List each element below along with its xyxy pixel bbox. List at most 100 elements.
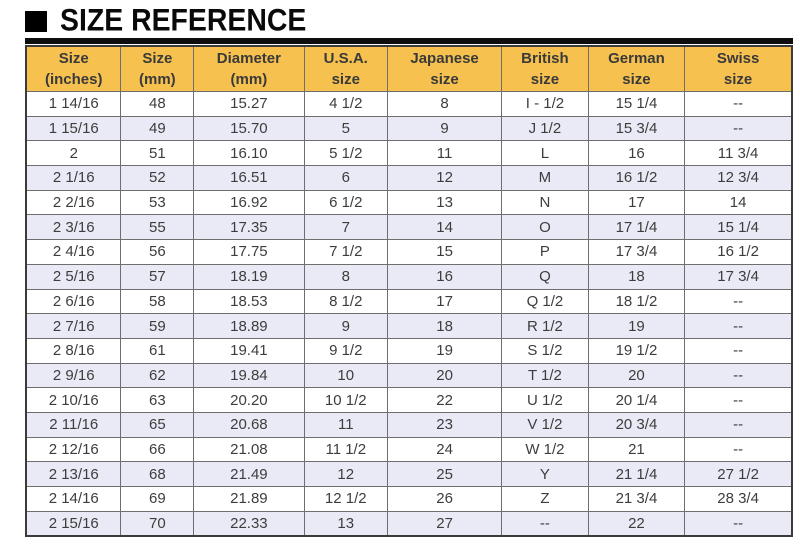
table-cell: 2 10/16 [25,387,122,413]
table-cell: 18 1/2 [587,288,686,315]
table-cell: 9 [303,313,389,339]
table-cell: 12 3/4 [684,165,793,191]
table-cell: 15.70 [193,115,305,142]
table-row: 2 14/16 69 21.89 12 1/2 26 Z 21 3/4 28 3/4 [25,486,793,512]
table-cell: 19.84 [193,362,305,389]
table-cell: -- [684,337,793,364]
table-cell: 17 1/4 [587,214,686,241]
table-row: 2 12/16 66 21.08 11 1/2 24 W 1/2 21 -- [25,436,793,463]
table-cell: 11 1/2 [303,436,389,463]
table-cell: Z [501,486,589,512]
table-cell: -- [684,115,793,142]
table-cell: 6 1/2 [303,189,389,216]
table-cell: Q [501,263,589,290]
table-row: 2 3/16 55 17.35 7 14 O 17 1/4 15 1/4 [25,214,793,241]
table-header-row: Size (inches) Size (mm) Diameter (mm) U.… [25,45,793,92]
table-row: 2 13/16 68 21.49 12 25 Y 21 1/4 27 1/2 [25,461,793,487]
table-cell: 15 3/4 [587,115,686,142]
table-cell: -- [684,510,793,537]
table-row: 1 15/16 49 15.70 5 9 J 1/2 15 3/4 -- [25,115,793,142]
table-cell: 28 3/4 [684,486,793,512]
table-cell: 16.92 [193,189,305,216]
table-cell: 61 [120,337,195,364]
table-cell: 53 [120,189,195,216]
table-cell: 12 [387,165,503,191]
table-cell: R 1/2 [501,313,589,339]
table-cell: 20 1/4 [587,387,686,413]
table-cell: 17.75 [193,239,305,265]
table-cell: 15 [387,239,503,265]
table-cell: 2 1/16 [25,165,122,191]
page-title: SIZE REFERENCE [60,3,307,38]
table-cell: 25 [387,461,503,487]
table-cell: 21.89 [193,486,305,512]
table-cell: 7 1/2 [303,239,389,265]
table-cell: 18.53 [193,288,305,315]
title-row: SIZE REFERENCE [25,3,793,38]
table-cell: 4 1/2 [303,91,389,117]
table-cell: 51 [120,140,195,167]
table-cell: 2 [25,140,122,167]
table-cell: 19 [587,313,686,339]
table-row: 2 10/16 63 20.20 10 1/2 22 U 1/2 20 1/4 -- [25,387,793,413]
table-cell: 21.08 [193,436,305,463]
table-row: 2 1/16 52 16.51 6 12 M 16 1/2 12 3/4 [25,165,793,191]
table-cell: 58 [120,288,195,315]
table-cell: 9 [387,115,503,142]
column-header-japanese-size: Japanese size [387,45,503,92]
table-row: 2 51 16.10 5 1/2 11 L 16 11 3/4 [25,140,793,167]
table-cell: 55 [120,214,195,241]
table-cell: 19 [387,337,503,364]
table-cell: 18 [387,313,503,339]
table-body: 1 14/16 48 15.27 4 1/2 8 I - 1/2 15 1/4 -- 1 15/… [25,91,793,537]
table-cell: 16 [387,263,503,290]
table-cell: 26 [387,486,503,512]
table-cell: 14 [684,189,793,216]
table-cell: 18.19 [193,263,305,290]
table-cell: J 1/2 [501,115,589,142]
table-cell: O [501,214,589,241]
table-row: 1 14/16 48 15.27 4 1/2 8 I - 1/2 15 1/4 -- [25,91,793,117]
table-cell: -- [684,387,793,413]
table-cell: 2 3/16 [25,214,122,241]
table-row: 2 11/16 65 20.68 11 23 V 1/2 20 3/4 -- [25,411,793,438]
table-cell: -- [501,510,589,537]
table-row: 2 5/16 57 18.19 8 16 Q 18 17 3/4 [25,263,793,290]
table-cell: 19.41 [193,337,305,364]
table-cell: 7 [303,214,389,241]
table-cell: 48 [120,91,195,117]
table-cell: 5 1/2 [303,140,389,167]
table-cell: W 1/2 [501,436,589,463]
table-cell: 19 1/2 [587,337,686,364]
table-cell: 2 15/16 [25,510,122,537]
table-cell: -- [684,362,793,389]
table-cell: 2 6/16 [25,288,122,315]
table-cell: 10 1/2 [303,387,389,413]
table-cell: 23 [387,411,503,438]
table-cell: 11 [303,411,389,438]
table-cell: 17 3/4 [587,239,686,265]
table-cell: 1 14/16 [25,91,122,117]
table-cell: 21 1/4 [587,461,686,487]
table-cell: 5 [303,115,389,142]
table-cell: 22 [387,387,503,413]
table-cell: 22.33 [193,510,305,537]
table-cell: 16.10 [193,140,305,167]
table-cell: N [501,189,589,216]
table-cell: 68 [120,461,195,487]
table-cell: 69 [120,486,195,512]
table-cell: 2 14/16 [25,486,122,512]
table-cell: 8 1/2 [303,288,389,315]
table-cell: 2 2/16 [25,189,122,216]
table-row: 2 9/16 62 19.84 10 20 T 1/2 20 -- [25,362,793,389]
table-cell: -- [684,411,793,438]
table-cell: 10 [303,362,389,389]
table-cell: 2 12/16 [25,436,122,463]
table-cell: 17 [587,189,686,216]
table-cell: T 1/2 [501,362,589,389]
table-cell: S 1/2 [501,337,589,364]
table-cell: 16.51 [193,165,305,191]
table-cell: 2 7/16 [25,313,122,339]
table-cell: V 1/2 [501,411,589,438]
table-cell: 15.27 [193,91,305,117]
